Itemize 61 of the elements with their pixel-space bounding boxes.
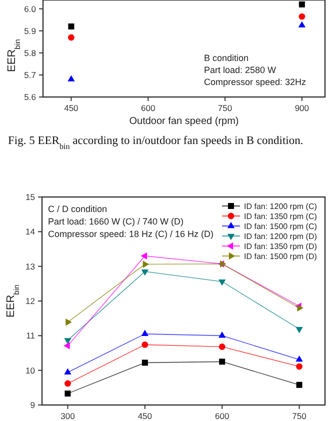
annotation: Compressor speed: 18 Hz (C) / 16 Hz (D) xyxy=(48,229,214,239)
point xyxy=(64,338,72,344)
y-tick-label: 15 xyxy=(26,192,36,202)
annotation: Compressor speed: 32Hz xyxy=(204,77,307,87)
point xyxy=(140,252,147,260)
legend-label: ID fan: 1350 rpm (C) xyxy=(244,212,318,221)
point xyxy=(68,75,75,82)
point xyxy=(141,269,148,276)
point xyxy=(298,1,305,8)
point xyxy=(142,260,150,268)
point xyxy=(142,360,148,366)
annotation: Part load: 2580 W xyxy=(204,65,277,75)
x-tick-label: 750 xyxy=(292,411,307,421)
point xyxy=(66,318,72,326)
y-tick-label: 5.6 xyxy=(24,92,36,102)
y-tick-label: 14 xyxy=(26,226,36,237)
point xyxy=(141,330,148,336)
legend-label: ID fan: 1500 rpm (D) xyxy=(244,252,318,261)
point xyxy=(296,327,303,334)
legend-label: ID fan: 1200 rpm (D) xyxy=(244,232,318,241)
point xyxy=(68,34,74,41)
point xyxy=(64,380,71,387)
point xyxy=(64,368,72,374)
legend-label: ID fan: 1350 rpm (D) xyxy=(244,242,318,251)
point xyxy=(296,363,302,370)
annotation: Part load: 1660 W (C) / 740 W (D) xyxy=(48,216,184,226)
point xyxy=(64,342,70,350)
point xyxy=(298,21,306,28)
y-tick-label: 5.9 xyxy=(24,26,36,36)
x-axis-title: Outdoor fan speed (rpm) xyxy=(129,116,239,127)
y-tick-label: 9 xyxy=(30,400,36,410)
x-tick-label: 600 xyxy=(141,103,156,113)
x-tick-label: 900 xyxy=(294,103,310,113)
y-tick-label: 5.7 xyxy=(24,70,36,80)
point xyxy=(296,355,303,362)
y-tick-label: 12 xyxy=(26,296,36,306)
y-tick-label: 11 xyxy=(26,330,36,341)
point xyxy=(296,382,302,388)
x-tick-label: 450 xyxy=(64,103,79,113)
y-tick-label: 6.0 xyxy=(24,4,36,14)
caption: Fig. 5 EER$_{bin}$ according to in/outdoor fan speeds in B condition. xyxy=(8,135,304,150)
legend-label: ID fan: 1500 rpm (C) xyxy=(244,222,318,231)
y-tick-label: 13 xyxy=(26,261,36,272)
point xyxy=(219,358,226,365)
point xyxy=(218,344,226,350)
annotation: C / D condition xyxy=(48,204,108,214)
annotation: B condition xyxy=(204,53,249,63)
point xyxy=(218,332,226,338)
point xyxy=(68,23,74,30)
point xyxy=(220,260,226,268)
x-tick-label: 600 xyxy=(214,411,230,421)
x-tick-label: 750 xyxy=(218,103,232,113)
y-tick-label: 10 xyxy=(26,365,36,376)
x-tick-label: 300 xyxy=(60,411,76,421)
point xyxy=(142,341,148,348)
y-tick-label: 5.8 xyxy=(24,48,36,58)
point xyxy=(64,390,71,397)
point xyxy=(218,280,226,286)
point xyxy=(298,13,306,20)
legend-label: ID fan: 1200 rpm (C) xyxy=(244,202,318,211)
x-tick-label: 450 xyxy=(138,411,152,421)
